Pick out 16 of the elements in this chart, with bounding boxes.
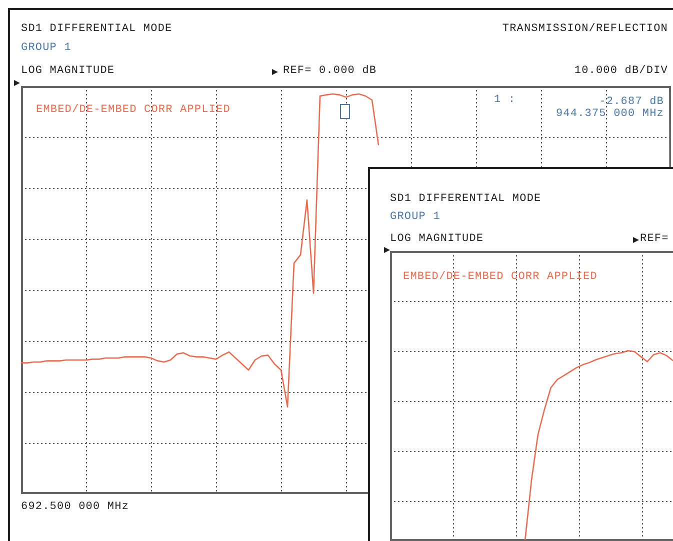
- text: 10.000 dB/DIV: [574, 65, 668, 78]
- text: REF= 0.000 dB: [283, 65, 377, 78]
- annotation: LOG MAGNITUDE: [390, 233, 484, 246]
- annotation: EMBED/DE-EMBED CORR APPLIED: [36, 104, 230, 117]
- annotation: 1 :: [494, 94, 516, 107]
- text: 692.500 000 MHz: [21, 501, 130, 514]
- chart-subtitle: GROUP 1: [390, 211, 440, 224]
- text: LOG MAGNITUDE: [21, 65, 115, 78]
- annotation: REF=: [640, 233, 669, 246]
- chart-subtitle: GROUP 1: [21, 42, 72, 55]
- annotation: EMBED/DE-EMBED CORR APPLIED: [403, 271, 598, 284]
- annotation: 944.375 000 MHz: [556, 108, 664, 121]
- annotation: -2.687 dB: [599, 96, 664, 108]
- chart-title: SD1 DIFFERENTIAL MODE: [390, 193, 542, 206]
- text: TRANSMISSION/REFLECTION: [502, 23, 668, 36]
- chart-title: SD1 DIFFERENTIAL MODE: [21, 23, 172, 36]
